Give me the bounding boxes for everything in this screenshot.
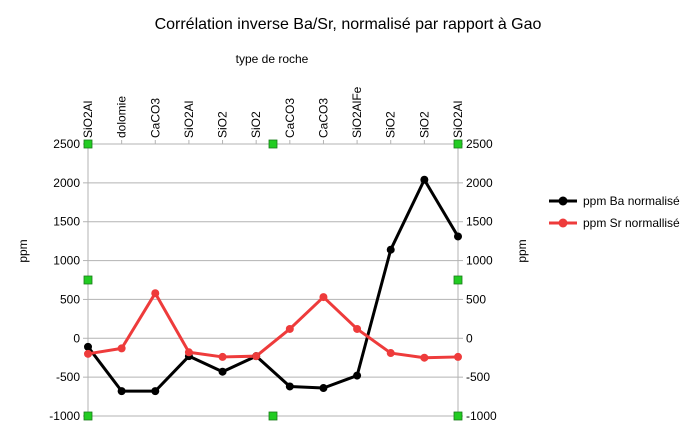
- legend-label-0: ppm Ba normalisé: [583, 194, 680, 208]
- axes: [83, 140, 463, 417]
- x-tick-label-0: SiO2Al: [81, 101, 95, 138]
- series-0-point-10: [420, 175, 429, 184]
- x-axis-title: type de roche: [236, 52, 309, 66]
- legend-marker-0: [558, 196, 568, 206]
- right-y-tick-label-4: 500: [466, 292, 486, 306]
- x-tick-label-2: CaCO3: [148, 98, 162, 138]
- corner-marker-6: [268, 411, 278, 421]
- left-y-tick-label-0: 2500: [53, 137, 80, 151]
- x-tick-label-7: CaCO3: [316, 98, 330, 138]
- series-1-point-2: [151, 289, 160, 298]
- left-y-tick-label-4: 500: [60, 292, 80, 306]
- right-y-tick-labels: 2500 2000 1500 1000 500 0 -500 -1000: [466, 137, 497, 423]
- series-1-point-0: [84, 349, 92, 358]
- series-0-point-7: [319, 384, 328, 393]
- series-0-point-4: [218, 367, 227, 376]
- left-y-tick-label-3: 1000: [53, 254, 80, 268]
- x-tick-label-8: SiO2AlFe: [350, 86, 364, 138]
- series-0-point-1: [117, 387, 126, 396]
- x-tick-label-3: SiO2Al: [182, 101, 196, 138]
- right-y-tick-label-6: -500: [466, 370, 490, 384]
- series-1-point-6: [285, 324, 294, 333]
- series-0-point-6: [285, 382, 294, 391]
- series-0-point-2: [151, 387, 160, 396]
- left-y-tick-label-6: -500: [56, 370, 80, 384]
- left-y-tick-label-5: 0: [73, 331, 80, 345]
- right-y-tick-label-7: -1000: [466, 409, 497, 423]
- corner-marker-0: [83, 139, 93, 149]
- series-0-point-11: [454, 232, 462, 241]
- corner-marker-2: [453, 139, 463, 149]
- legend: ppm Ba normalisé ppm Sr normallisé: [549, 194, 680, 230]
- right-y-tick-label-5: 0: [466, 331, 473, 345]
- grid: [88, 143, 458, 417]
- x-tick-label-11: SiO2Al: [451, 101, 465, 138]
- x-tick-label-6: CaCO3: [283, 98, 297, 138]
- corner-marker-7: [453, 411, 463, 421]
- series-layer: [84, 175, 462, 396]
- left-y-tick-label-2: 1500: [53, 215, 80, 229]
- chart-title: Corrélation inverse Ba/Sr, normalisé par…: [155, 16, 542, 33]
- series-1-point-7: [319, 293, 328, 302]
- series-1-point-11: [454, 352, 462, 361]
- axis-corner-markers: [83, 139, 463, 421]
- legend-label-1: ppm Sr normallisé: [583, 216, 680, 230]
- left-y-tick-label-1: 2000: [53, 176, 80, 190]
- corner-marker-3: [83, 275, 93, 285]
- x-tick-labels: SiO2Al dolomie CaCO3 SiO2Al SiO2 SiO2 CaCO3 CaC…: [81, 86, 465, 138]
- x-tick-label-5: SiO2: [249, 111, 263, 138]
- series-1-point-9: [386, 349, 395, 358]
- series-0-point-9: [386, 245, 395, 254]
- legend-marker-1: [558, 218, 568, 228]
- x-tick-label-10: SiO2: [417, 111, 431, 138]
- left-y-tick-labels: 2500 2000 1500 1000 500 0 -500 -1000: [49, 137, 80, 423]
- series-0-point-0: [84, 342, 92, 351]
- corner-marker-1: [268, 139, 278, 149]
- x-tick-label-4: SiO2: [216, 111, 230, 138]
- series-1-point-5: [252, 352, 261, 361]
- x-tick-label-1: dolomie: [115, 96, 129, 138]
- series-1-point-10: [420, 353, 429, 362]
- right-y-tick-label-0: 2500: [466, 137, 493, 151]
- y2-axis-title: ppm: [515, 239, 529, 262]
- right-y-tick-label-2: 1500: [466, 215, 493, 229]
- series-1-point-4: [218, 352, 227, 361]
- series-0-point-8: [353, 371, 362, 380]
- corner-marker-5: [83, 411, 93, 421]
- series-1-point-8: [353, 324, 362, 333]
- left-y-tick-label-7: -1000: [49, 409, 80, 423]
- corner-marker-4: [453, 275, 463, 285]
- series-line-1: [87, 291, 459, 360]
- y-axis-title: ppm: [16, 239, 30, 262]
- series-1-point-3: [184, 348, 193, 357]
- series-line-0: [86, 178, 460, 393]
- right-y-tick-label-3: 1000: [466, 254, 493, 268]
- x-tick-label-9: SiO2: [384, 111, 398, 138]
- right-y-tick-label-1: 2000: [466, 176, 493, 190]
- series-1-point-1: [117, 344, 126, 353]
